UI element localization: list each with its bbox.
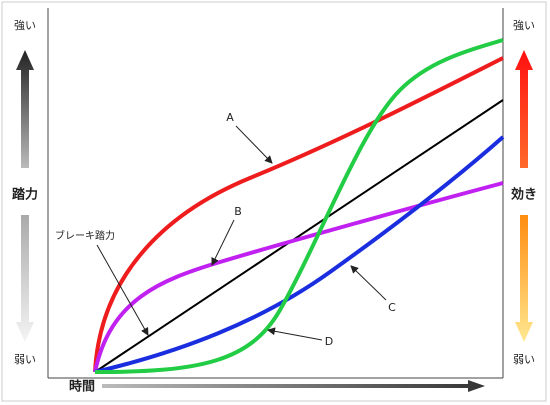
left-bottom: 弱い <box>14 353 36 366</box>
left-up-arrow <box>16 50 34 168</box>
curve-a <box>93 56 504 373</box>
right-down-arrow <box>515 215 533 342</box>
pointer-d <box>267 327 323 341</box>
label-b: B <box>234 205 242 218</box>
pointer-c <box>350 265 387 301</box>
left-label: 踏力 <box>12 187 38 203</box>
label-pedal: ブレーキ踏力 <box>55 229 115 242</box>
pedal-line <box>94 99 504 373</box>
x-label: 時間 <box>69 379 95 395</box>
label-c: C <box>388 301 396 314</box>
left-top: 強い <box>14 19 36 32</box>
label-a: A <box>226 111 234 124</box>
x-arrow <box>102 380 485 392</box>
right-bottom: 弱い <box>513 353 535 366</box>
left-down-arrow <box>16 215 34 342</box>
label-d: D <box>325 335 333 348</box>
pointer-a <box>235 125 273 164</box>
right-label: 効き <box>511 187 537 203</box>
pointer-b <box>211 219 235 266</box>
right-top: 強い <box>513 19 535 32</box>
pointer-pedal <box>96 244 149 336</box>
right-up-arrow <box>515 50 533 168</box>
curve-d <box>94 38 504 374</box>
curve-c <box>94 135 505 374</box>
